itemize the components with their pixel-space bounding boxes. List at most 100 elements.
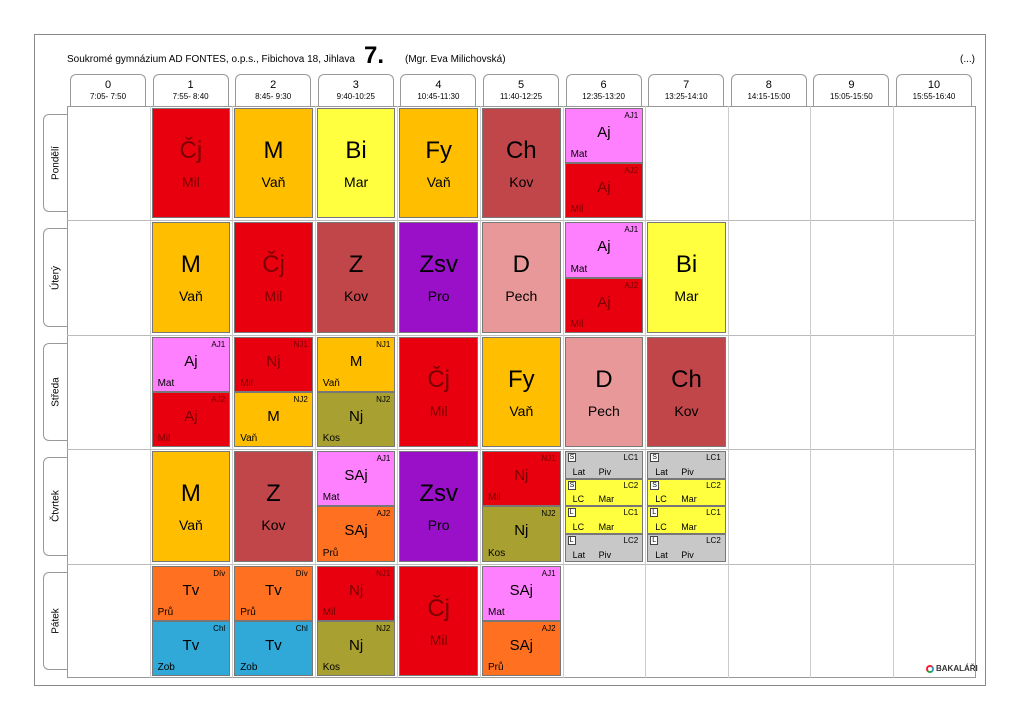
lesson-cell-group[interactable]: AJ2 Aj Mil <box>564 277 644 333</box>
lesson-cell-quarter[interactable]: L LC1 LC Mar <box>564 506 644 534</box>
lesson-cell-group[interactable]: NJ2 Nj Kos <box>316 620 396 676</box>
subject-label: Tv <box>182 636 200 654</box>
lesson-cell-group[interactable]: NJ1 Nj Mil <box>316 565 396 621</box>
teacher-label: Piv <box>681 549 694 560</box>
lesson-cell-group[interactable]: NJ2 M Vaň <box>234 392 313 448</box>
teacher-label: Mil <box>570 204 584 216</box>
lesson-cell-quarter[interactable]: L LC1 LC Mar <box>647 506 726 534</box>
period-header-3: 3 9:40-10:25 <box>317 74 394 107</box>
lesson-cell-group[interactable]: NJ2 Nj Kos <box>482 506 561 562</box>
group-label: NJ2 <box>541 509 556 519</box>
period-time: 12:35-13:20 <box>582 92 625 101</box>
lesson-cell-group[interactable]: NJ1 Nj Mil <box>234 336 313 392</box>
lesson-cell-group[interactable]: AJ1 Aj Mat <box>564 108 644 164</box>
lesson-cell[interactable]: Čj Mil <box>234 222 313 333</box>
subject-label: D <box>595 365 613 393</box>
teacher-label: Kov <box>261 517 286 534</box>
lesson-cell[interactable]: Z Kov <box>316 222 396 333</box>
lesson-cell-group[interactable]: AJ2 SAj Prů <box>316 506 396 562</box>
row-divider <box>67 449 976 451</box>
subject-label: SAj <box>509 636 533 654</box>
teacher-label: Vaň <box>240 433 258 445</box>
lesson-cell[interactable]: D Pech <box>564 336 644 448</box>
class-number: 7. <box>364 42 385 69</box>
period-header-5: 5 11:40-12:25 <box>483 74 559 107</box>
lesson-cell-quarter[interactable]: S LC2 LC Mar <box>564 478 644 507</box>
teacher-label: Prů <box>488 661 504 673</box>
lesson-cell-group[interactable]: AJ1 Aj Mat <box>151 336 231 392</box>
lesson-cell-group[interactable]: NJ1 Nj Mil <box>482 451 561 507</box>
term-key: S <box>650 480 659 490</box>
subject-label: Čj <box>427 594 451 622</box>
teacher-label: Kov <box>344 288 369 305</box>
subject-label: Fy <box>507 365 535 393</box>
teacher-label: Mil <box>240 377 253 389</box>
period-number: 7 <box>683 79 690 91</box>
period-header-4: 4 10:45-11:30 <box>400 74 477 107</box>
subject-label: Aj <box>184 352 198 370</box>
subject-label: Nj <box>266 352 281 370</box>
term-key: L <box>567 536 576 545</box>
more-link[interactable]: (...) <box>960 54 975 65</box>
period-number: 2 <box>270 79 277 91</box>
period-time: 15:05-15:50 <box>830 92 873 101</box>
lesson-cell[interactable]: Bi Mar <box>316 108 396 219</box>
lesson-cell-group[interactable]: AJ2 SAj Prů <box>482 620 561 676</box>
lesson-cell-group[interactable]: Dív Tv Prů <box>151 565 231 621</box>
column-divider <box>810 106 812 678</box>
lesson-cell[interactable]: Bi Mar <box>647 222 726 333</box>
lesson-cell-quarter[interactable]: L LC2 Lat Piv <box>647 534 726 562</box>
lesson-cell-group[interactable]: Chl Tv Zob <box>151 620 231 676</box>
lesson-cell[interactable]: Ch Kov <box>482 108 561 219</box>
lesson-cell[interactable]: M Vaň <box>151 451 231 562</box>
teacher-label: Kov <box>674 402 699 419</box>
column-divider <box>480 106 481 678</box>
teacher-label: Mat <box>570 149 588 161</box>
lesson-cell[interactable]: Čj Mil <box>399 565 478 676</box>
lesson-cell[interactable]: Ch Kov <box>647 336 726 448</box>
lesson-cell[interactable]: Z Kov <box>234 451 313 562</box>
lesson-cell-group[interactable]: AJ2 Aj Mil <box>151 392 231 448</box>
lesson-cell-group[interactable]: NJ2 Nj Kos <box>316 392 396 448</box>
group-label: Chl <box>295 623 308 633</box>
group-label: AJ1 <box>211 339 226 349</box>
lesson-cell-group[interactable]: AJ1 SAj Mat <box>316 451 396 507</box>
bakalari-logo-icon <box>926 664 934 673</box>
lesson-cell[interactable]: Čj Mil <box>399 336 478 448</box>
subject-label: D <box>512 251 530 279</box>
group-label: NJ1 <box>293 339 308 349</box>
teacher-label: Mat <box>488 606 505 618</box>
day-name: Čtvrtek <box>50 490 61 523</box>
lesson-cell-group[interactable]: AJ2 Aj Mil <box>564 163 644 219</box>
subject-label: Fy <box>425 137 453 164</box>
lesson-cell-quarter[interactable]: S LC1 Lat Piv <box>564 451 644 479</box>
lesson-cell[interactable]: Fy Vaň <box>482 336 561 448</box>
lesson-cell[interactable]: Čj Mil <box>151 108 231 219</box>
lesson-cell-quarter[interactable]: L LC2 Lat Piv <box>564 534 644 562</box>
teacher-label: Mar <box>681 521 697 532</box>
group-label: NJ1 <box>541 454 556 464</box>
lesson-cell-group[interactable]: AJ1 Aj Mat <box>564 222 644 278</box>
logo-text: BAKALÁŘI <box>936 664 978 673</box>
lesson-cell[interactable]: Zsv Pro <box>399 222 478 333</box>
lesson-cell[interactable]: M Vaň <box>234 108 313 219</box>
lesson-cell-group[interactable]: Dív Tv Prů <box>234 565 313 621</box>
teacher-label: Pech <box>505 288 538 305</box>
lesson-cell[interactable]: Zsv Pro <box>399 451 478 562</box>
subject-label: Bi <box>345 137 367 164</box>
period-time: 13:25-14:10 <box>664 92 708 101</box>
subject-label: Nj <box>514 522 529 540</box>
lesson-cell[interactable]: D Pech <box>482 222 561 333</box>
lesson-cell-group[interactable]: NJ1 M Vaň <box>316 336 396 392</box>
lesson-cell-quarter[interactable]: S LC2 LC Mar <box>647 478 726 507</box>
bakalari-logo: BAKALÁŘI <box>926 664 978 673</box>
group-label: LC1 <box>706 453 721 463</box>
term-key: S <box>567 453 577 463</box>
period-header-1: 1 7:55- 8:40 <box>152 74 229 107</box>
lesson-cell[interactable]: Fy Vaň <box>399 108 478 219</box>
column-divider <box>893 106 894 678</box>
lesson-cell-group[interactable]: Chl Tv Zob <box>234 620 313 676</box>
lesson-cell[interactable]: M Vaň <box>151 222 231 333</box>
lesson-cell-group[interactable]: AJ1 SAj Mat <box>482 565 561 621</box>
lesson-cell-quarter[interactable]: S LC1 Lat Piv <box>647 451 726 479</box>
